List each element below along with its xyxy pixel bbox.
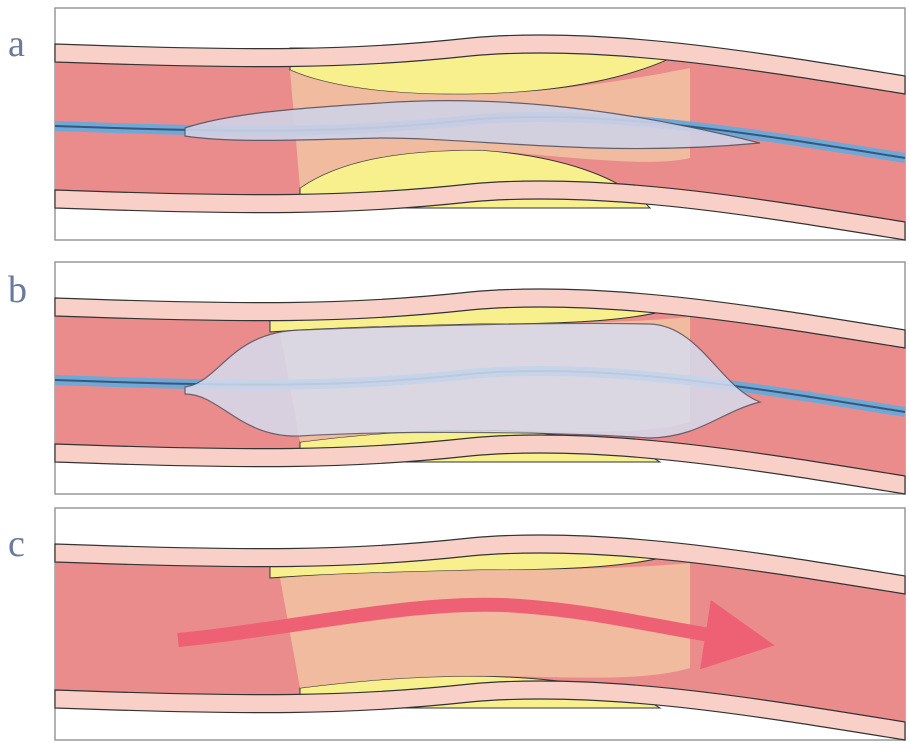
panel	[55, 508, 905, 740]
figure: a b c	[0, 0, 909, 744]
panel-label: b	[8, 269, 27, 311]
panel-label: a	[8, 23, 25, 65]
panel	[55, 262, 905, 494]
page: abc (() => { const data = JSON.parse(doc…	[0, 0, 909, 744]
panel	[55, 8, 905, 240]
panel-label: c	[8, 523, 25, 565]
inflated-balloon	[185, 323, 760, 438]
